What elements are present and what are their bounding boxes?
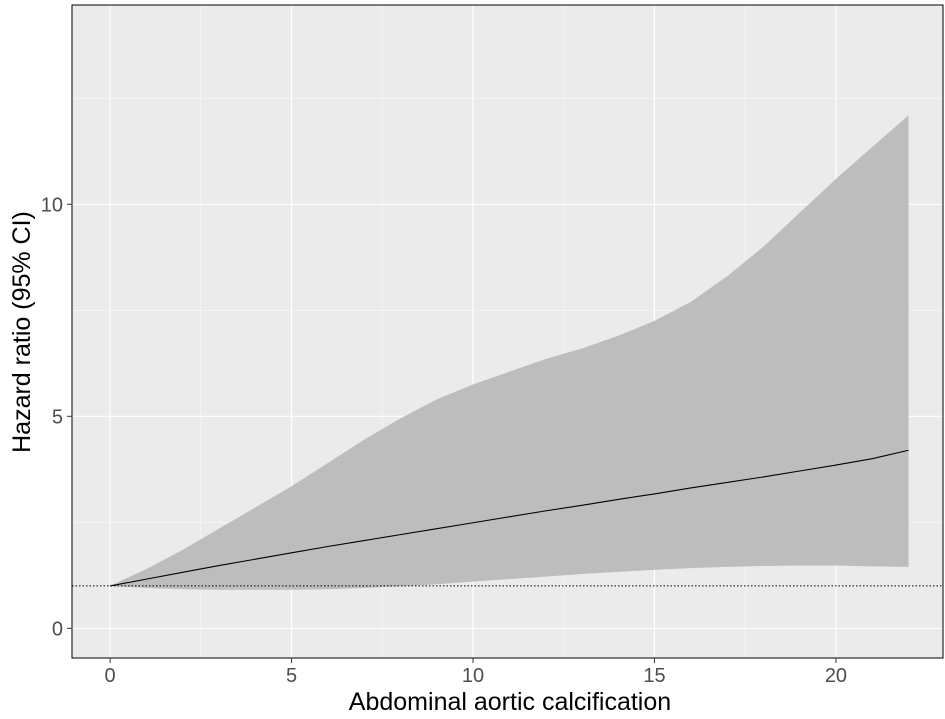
x-tick-label: 5 (286, 665, 297, 687)
y-tick-label: 5 (52, 406, 63, 428)
x-tick-label: 20 (825, 665, 847, 687)
axis-ticks: 0 5 10 15 20 0 5 10 (41, 194, 847, 687)
y-tick-label: 0 (52, 618, 63, 640)
y-tick-label: 10 (41, 194, 63, 216)
y-axis-title: Hazard ratio (95% CI) (8, 211, 36, 453)
x-tick-label: 10 (462, 665, 484, 687)
x-tick-label: 15 (643, 665, 665, 687)
confidence-ribbon (110, 115, 909, 590)
plot-border (71, 4, 944, 659)
x-axis-title: Abdominal aortic calcification (349, 688, 671, 716)
hazard-line-layer (110, 449, 909, 587)
x-tick-label: 0 (105, 665, 116, 687)
confidence-ribbon-layer (110, 115, 909, 590)
hazard-ratio-line (110, 449, 909, 587)
